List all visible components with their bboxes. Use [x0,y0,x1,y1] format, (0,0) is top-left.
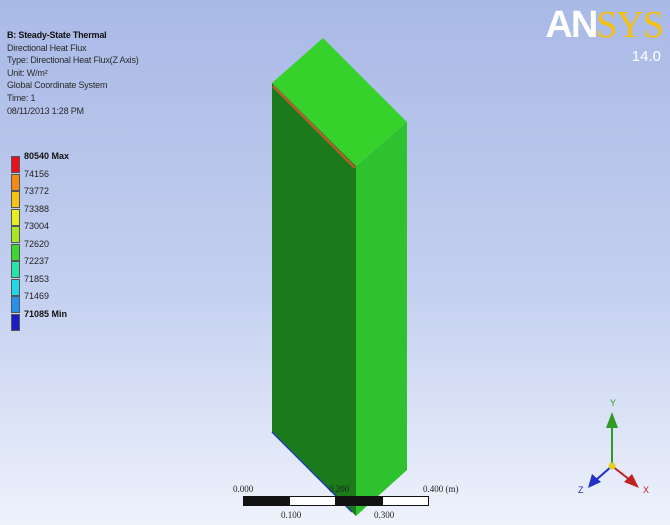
analysis-title: B: Steady-State Thermal [7,30,107,40]
legend-value-label: 71853 [24,273,50,284]
scale-label-100: 0.100 [281,510,302,520]
scale-bar-segment-1 [243,496,289,506]
legend-color-swatch [11,173,20,191]
legend-color-swatch [11,278,20,296]
legend-value-label: 71469 [24,291,50,301]
ansys-logo-text: ANSYS [545,4,664,46]
legend-color-swatch [11,243,20,261]
legend-color-swatch [11,261,20,278]
legend-value-label: 73004 [24,221,50,231]
legend-color-swatch [11,296,20,313]
legend-color-swatch [11,226,20,243]
scale-bar-segment-2 [289,496,336,506]
result-unit: Unit: W/m² [7,67,48,78]
legend-color-swatch [11,208,20,226]
legend-color-swatch [11,191,20,208]
model-right-face[interactable] [356,122,407,516]
result-info-panel: B: Steady-State Thermal Directional Heat… [7,29,139,117]
coordinate-system: Global Coordinate System [7,80,108,91]
legend-color-swatch [11,313,20,331]
triad-z-axis [595,465,613,481]
scale-bar-segment-3 [336,496,382,506]
triad-y-label: Y [610,398,616,408]
result-timestamp: 08/11/2013 1:28 PM [7,105,84,116]
scale-ruler: 0.000 0.200 0.400 (m) 0.100 0.300 [233,478,523,523]
legend-value-label: 73772 [24,186,50,196]
ansys-logo: ANSYS 14.0 [545,4,664,65]
scale-label-400: 0.400 (m) [423,484,459,494]
scale-label-300: 0.300 [374,510,395,520]
model-top-face[interactable] [272,38,407,166]
scale-label-200: 0.200 [329,484,350,494]
triad-z-arrow [588,474,601,488]
triad-y-arrow [606,412,618,428]
triad-x-axis [611,465,631,481]
legend-value-label: 80540 Max [24,151,70,161]
triad-x-label: X [643,485,649,495]
legend-value-label: 73388 [24,203,50,214]
result-type: Type: Directional Heat Flux(Z Axis) [7,55,139,66]
model-edge-heat-stripe [272,85,356,169]
model-front-face[interactable] [272,83,356,516]
ansys-logo-an: AN [545,4,598,46]
legend-value-label: 71085 Min [24,308,68,319]
triad-z-label: Z [578,485,584,495]
legend-value-label: 74156 [24,168,50,179]
triad-origin [608,462,616,470]
legend-value-label: 72237 [24,256,50,266]
ansys-version: 14.0 [631,48,661,65]
result-time: Time: 1 [7,92,36,103]
scale-label-0: 0.000 [233,484,254,494]
result-name: Directional Heat Flux [7,42,87,53]
legend-color-swatch [11,156,20,173]
triad-x-arrow [624,474,639,488]
ansys-logo-sys: SYS [596,4,664,46]
scale-bar-segment-4 [382,496,429,506]
legend-value-label: 72620 [24,238,50,249]
